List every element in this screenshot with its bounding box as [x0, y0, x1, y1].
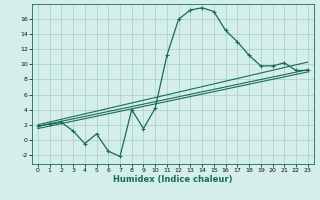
X-axis label: Humidex (Indice chaleur): Humidex (Indice chaleur) — [113, 175, 233, 184]
